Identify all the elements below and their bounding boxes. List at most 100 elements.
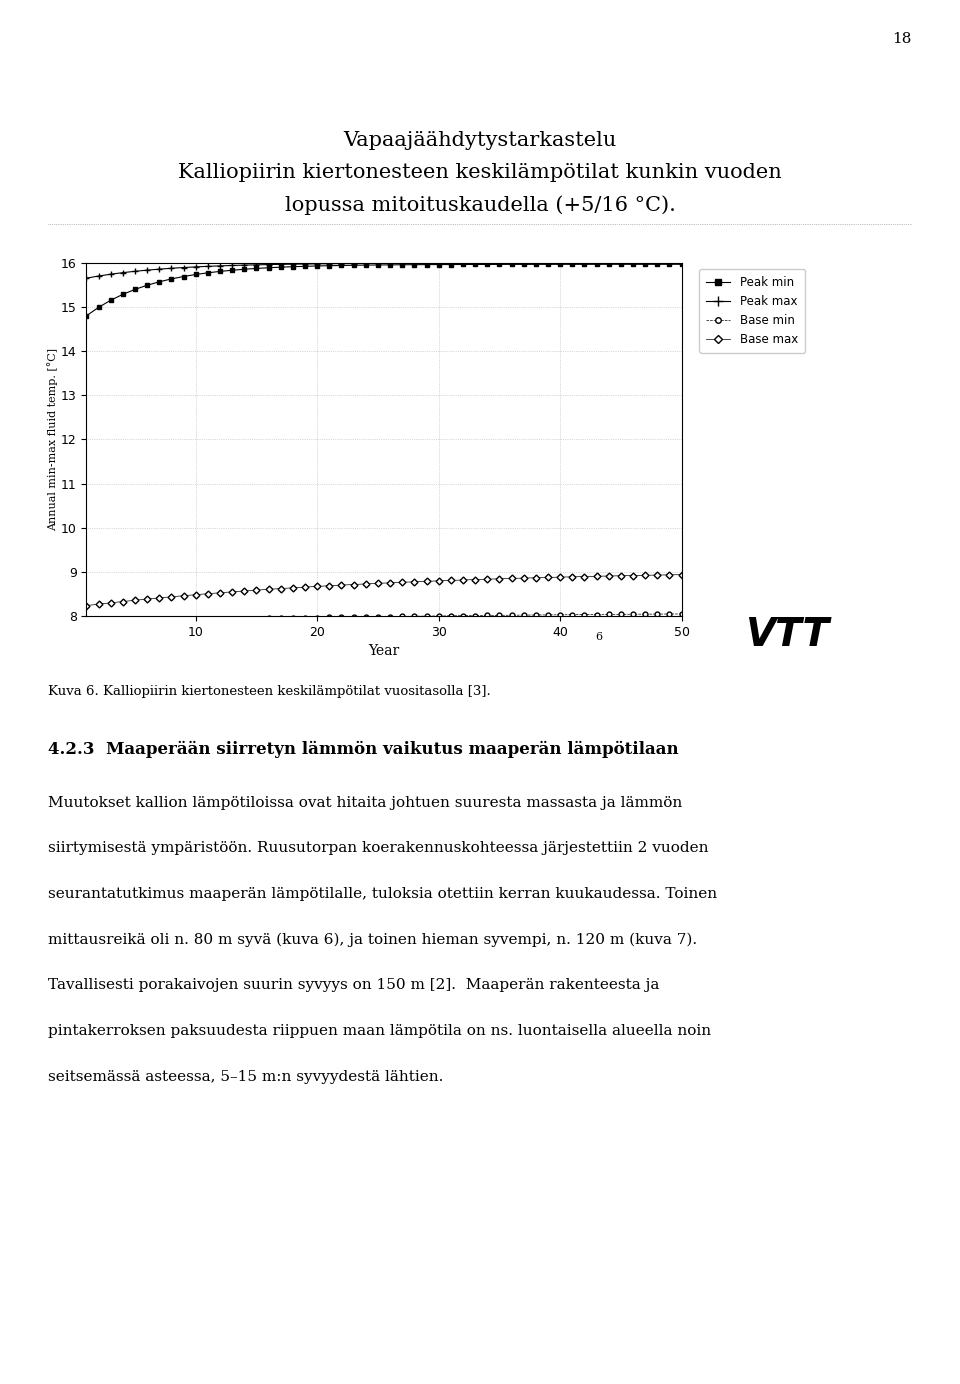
Base min [590, 606, 602, 623]
Peak max [639, 255, 651, 271]
Base max [482, 570, 493, 587]
Peak min [469, 256, 481, 273]
Base max [409, 573, 420, 590]
Peak min [409, 256, 420, 273]
Base min [409, 608, 420, 624]
Base min [251, 610, 262, 627]
Peak max [105, 266, 116, 282]
Base min [238, 610, 250, 627]
Base max [324, 577, 335, 594]
Peak max [360, 255, 372, 271]
Peak min [506, 256, 517, 273]
Peak min [251, 260, 262, 277]
Base min [433, 608, 444, 624]
Base max [227, 584, 238, 601]
Base min [554, 606, 565, 623]
Base max [445, 572, 457, 588]
Peak min [627, 256, 638, 273]
Peak max [445, 255, 457, 271]
Base min [469, 608, 481, 624]
Peak max [154, 260, 165, 277]
Peak max [457, 255, 468, 271]
Peak min [348, 257, 359, 274]
Base min [105, 613, 116, 630]
Base min [384, 608, 396, 624]
Base max [652, 567, 663, 584]
Peak max [238, 257, 250, 274]
Base max [396, 574, 408, 591]
Line: Base min: Base min [84, 612, 684, 624]
Base max [336, 577, 348, 594]
Peak max [518, 255, 530, 271]
Peak min [396, 256, 408, 273]
Base min [615, 606, 627, 623]
Base max [275, 580, 286, 597]
Base min [275, 610, 286, 627]
Base max [542, 569, 554, 585]
Text: Kalliopiirin kiertonesteen keskilämpötilat kunkin vuoden: Kalliopiirin kiertonesteen keskilämpötil… [179, 163, 781, 183]
Peak max [590, 255, 602, 271]
Peak min [445, 256, 457, 273]
Peak min [579, 256, 590, 273]
Base min [627, 606, 638, 623]
Base max [457, 572, 468, 588]
Y-axis label: Annual min-max fluid temp. [°C]: Annual min-max fluid temp. [°C] [47, 347, 58, 531]
Peak max [420, 255, 432, 271]
Base min [663, 606, 675, 623]
Peak min [542, 256, 554, 273]
Text: Kuva 6. Kalliopiirin kiertonesteen keskilämpötilat vuositasolla [3].: Kuva 6. Kalliopiirin kiertonesteen keski… [48, 685, 491, 698]
Text: 6: 6 [595, 632, 602, 642]
Base max [117, 594, 129, 610]
Base max [627, 567, 638, 584]
Peak max [190, 259, 202, 275]
Base max [420, 573, 432, 590]
Base max [663, 566, 675, 583]
Peak max [554, 255, 565, 271]
Base min [566, 606, 578, 623]
Base max [203, 585, 214, 602]
Base min [117, 613, 129, 630]
Base max [300, 579, 311, 595]
Base min [141, 612, 153, 628]
Base min [518, 606, 530, 623]
Base max [81, 598, 92, 614]
Base max [372, 574, 384, 591]
Peak max [409, 255, 420, 271]
Base max [190, 587, 202, 603]
Peak max [530, 255, 541, 271]
Base max [566, 569, 578, 585]
Base max [615, 567, 627, 584]
Peak max [579, 255, 590, 271]
Peak max [275, 256, 286, 273]
Peak max [542, 255, 554, 271]
Peak max [287, 256, 299, 273]
Peak max [251, 256, 262, 273]
Line: Base max: Base max [84, 572, 684, 608]
Peak min [676, 256, 687, 273]
Peak min [433, 256, 444, 273]
Base max [360, 576, 372, 592]
Base max [238, 583, 250, 599]
Base max [214, 584, 226, 601]
Base max [384, 574, 396, 591]
Peak min [130, 281, 141, 298]
Base max [311, 579, 323, 595]
Peak min [663, 256, 675, 273]
Peak min [324, 257, 335, 274]
Peak min [336, 257, 348, 274]
Base min [530, 606, 541, 623]
Text: Tavallisesti porakaivojen suurin syvyys on 150 m [2].  Maaperän rakenteesta ja: Tavallisesti porakaivojen suurin syvyys … [48, 978, 660, 992]
Peak min [420, 256, 432, 273]
Peak min [81, 307, 92, 324]
Peak min [166, 271, 178, 288]
Base max [676, 566, 687, 583]
Peak max [566, 255, 578, 271]
Base min [639, 606, 651, 623]
Peak max [372, 255, 384, 271]
Peak min [105, 292, 116, 309]
Base min [493, 608, 505, 624]
Text: pintakerroksen paksuudesta riippuen maan lämpötila on ns. luontaisella alueella : pintakerroksen paksuudesta riippuen maan… [48, 1024, 711, 1038]
Base min [130, 613, 141, 630]
Base min [300, 609, 311, 626]
Base min [214, 610, 226, 627]
